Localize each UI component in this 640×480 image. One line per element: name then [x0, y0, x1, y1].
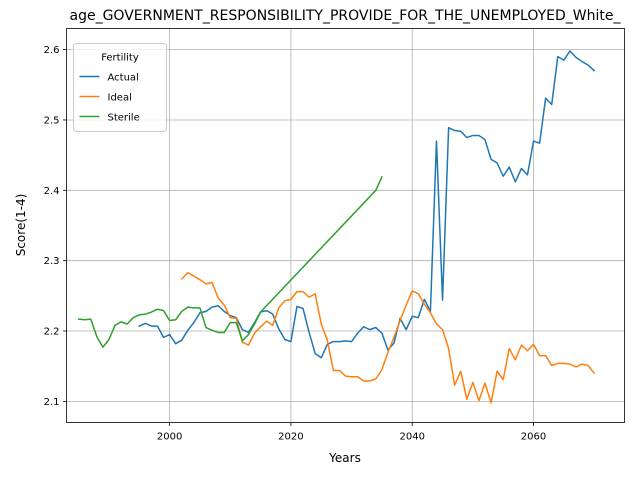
y-tick-label: 2.2 — [44, 327, 60, 338]
x-tick-label: 2060 — [521, 432, 546, 443]
x-axis-label: Years — [328, 451, 361, 465]
y-tick-label: 2.1 — [44, 397, 60, 408]
legend: Fertility Actual Ideal Sterile — [73, 43, 167, 132]
series-lines — [77, 50, 596, 404]
plot-frame — [66, 28, 625, 423]
x-tick-label: 2000 — [157, 432, 182, 443]
x-tick-label: 2040 — [399, 432, 424, 443]
y-tick-label: 2.3 — [44, 256, 60, 267]
y-tick-label: 2.6 — [44, 45, 60, 56]
legend-label-sterile: Sterile — [108, 113, 140, 124]
axis-ticks: 2000 2020 2040 2060 2.1 2.2 2.3 2.4 2.5 2.6 — [44, 45, 547, 442]
legend-label-actual: Actual — [108, 73, 139, 84]
y-tick-label: 2.5 — [44, 115, 60, 126]
series-line-ideal — [180, 271, 596, 404]
legend-label-ideal: Ideal — [108, 93, 132, 104]
chart-title: age_GOVERNMENT_RESPONSIBILITY_PROVIDE_FO… — [70, 8, 622, 24]
x-tick-label: 2020 — [278, 432, 303, 443]
series-line-actual — [138, 50, 596, 359]
legend-box — [73, 43, 167, 132]
legend-title: Fertility — [101, 53, 139, 64]
y-axis-label: Score(1-4) — [14, 194, 28, 257]
series-line-sterile — [77, 175, 383, 348]
y-tick-label: 2.4 — [44, 186, 60, 197]
